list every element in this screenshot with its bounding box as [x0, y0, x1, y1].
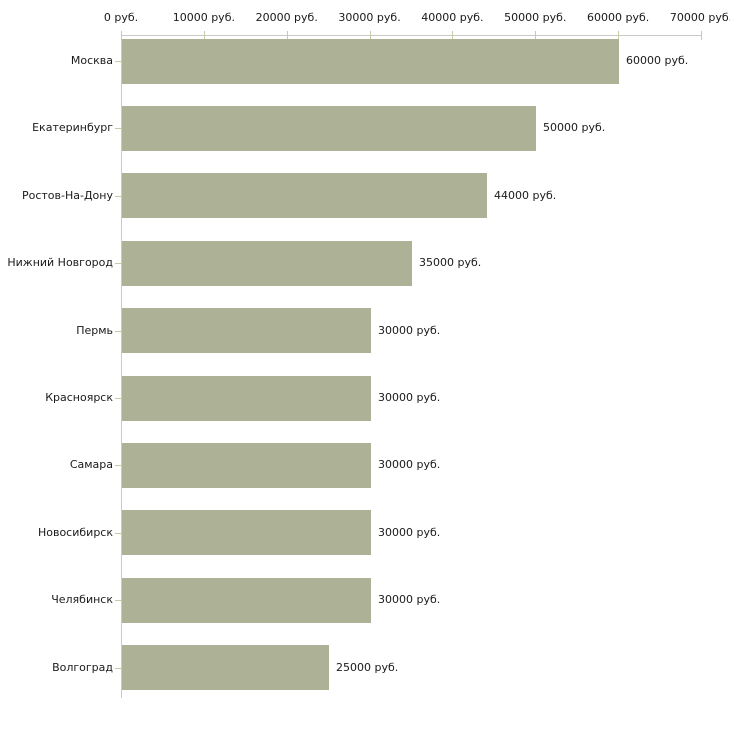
- x-axis-tick-label: 40000 руб.: [421, 11, 484, 24]
- category-label: Самара: [69, 458, 113, 472]
- bar: [122, 105, 536, 151]
- y-axis-tick: [115, 263, 121, 264]
- category-label: Красноярск: [45, 391, 113, 404]
- y-axis-tick: [115, 61, 121, 62]
- category-label: Новосибирск: [37, 525, 113, 539]
- bar: [122, 577, 371, 623]
- value-label: 30000 руб.: [378, 593, 441, 607]
- value-label: 50000 руб.: [543, 121, 606, 135]
- y-axis-tick: [115, 398, 121, 399]
- bar: [122, 240, 412, 286]
- y-axis-tick: [115, 465, 121, 466]
- x-axis-tick-label: 60000 руб.: [587, 11, 650, 24]
- category-label: Пермь: [76, 323, 113, 337]
- x-axis-line: [121, 35, 701, 36]
- x-axis-tick: [535, 31, 537, 40]
- x-axis-tick-label: 20000 руб.: [255, 11, 318, 24]
- bar: [122, 173, 487, 219]
- value-label: 30000 руб.: [378, 525, 441, 539]
- bar: [122, 442, 371, 488]
- category-label: Москва: [70, 54, 113, 67]
- category-label: Ростов-На-Дону: [21, 188, 113, 202]
- value-label: 60000 руб.: [626, 54, 689, 67]
- x-axis-tick: [286, 31, 288, 40]
- x-axis-tick: [701, 31, 702, 40]
- x-axis-tick: [369, 31, 371, 40]
- y-axis-tick: [115, 196, 121, 197]
- x-axis-tick: [452, 31, 454, 40]
- y-axis-line: [121, 35, 122, 698]
- category-label: Волгоград: [52, 660, 113, 674]
- bar: [122, 375, 371, 421]
- value-label: 35000 руб.: [419, 256, 482, 270]
- category-label: Екатеринбург: [32, 121, 113, 135]
- x-axis-tick-label: 70000 руб.: [669, 11, 730, 24]
- value-label: 44000 руб.: [494, 188, 557, 202]
- bar: [122, 38, 619, 84]
- x-axis-tick-label: 10000 руб.: [172, 11, 235, 24]
- x-axis-tick: [618, 31, 620, 40]
- x-axis-tick: [121, 31, 122, 40]
- y-axis-tick: [115, 668, 121, 669]
- bar: [122, 510, 371, 556]
- y-axis-tick: [115, 533, 121, 534]
- x-axis-tick: [203, 31, 205, 40]
- y-axis-tick: [115, 600, 121, 601]
- x-axis-tick-label: 0 руб.: [103, 11, 139, 24]
- value-label: 30000 руб.: [378, 323, 441, 337]
- y-axis-tick: [115, 128, 121, 129]
- value-label: 30000 руб.: [378, 458, 441, 472]
- bar: [122, 308, 371, 354]
- bar: [122, 645, 329, 691]
- category-label: Челябинск: [51, 593, 113, 607]
- y-axis-tick: [115, 331, 121, 332]
- value-label: 25000 руб.: [336, 660, 399, 674]
- x-axis-tick-label: 50000 руб.: [504, 11, 567, 24]
- x-axis-tick-label: 30000 руб.: [338, 11, 401, 24]
- value-label: 30000 руб.: [378, 391, 441, 404]
- category-label: Нижний Новгород: [7, 256, 113, 270]
